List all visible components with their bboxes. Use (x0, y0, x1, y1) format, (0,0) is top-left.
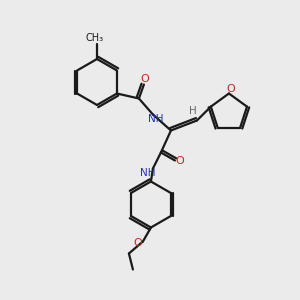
Text: NH: NH (140, 169, 156, 178)
Text: NH: NH (148, 115, 164, 124)
Text: O: O (176, 157, 184, 166)
Text: O: O (134, 238, 142, 248)
Text: O: O (226, 83, 235, 94)
Text: O: O (140, 74, 149, 83)
Text: H: H (189, 106, 197, 116)
Text: CH₃: CH₃ (86, 33, 104, 43)
